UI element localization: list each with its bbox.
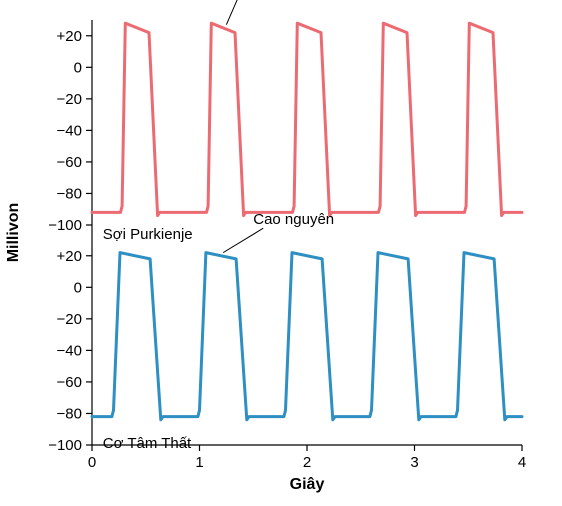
x-tick-label: 0 (88, 454, 96, 471)
y-tick-label: −20 (57, 91, 82, 108)
purkinje-label: Sợi Purkienje (103, 226, 193, 243)
x-tick-label: 4 (518, 454, 526, 471)
chart-svg: +20 0 −20 −40 −60 −80 −100 +20 0 −20 −40 −60 −80 −100… (0, 0, 562, 506)
y-tick-label: −40 (57, 122, 82, 139)
y-tick-label: 0 (74, 59, 82, 76)
y-tick-label: −100 (48, 437, 82, 454)
y-tick-label: −60 (57, 154, 82, 171)
ventricular-plateau-annotation: Cao nguyên (253, 211, 334, 228)
y-tick-label: +20 (57, 28, 82, 45)
y-tick-label: −20 (57, 311, 82, 328)
x-tick-label: 3 (410, 454, 418, 471)
y-tick-label: −40 (57, 342, 82, 359)
y-tick-label: −100 (48, 217, 82, 234)
x-axis-label: Giây (290, 476, 325, 493)
y-axis-label: Millivon (5, 203, 22, 263)
y-tick-label: −80 (57, 185, 82, 202)
y-tick-label: +20 (57, 248, 82, 265)
ventricular-label: Cơ Tâm Thất (103, 435, 192, 452)
y-tick-label: 0 (74, 279, 82, 296)
x-tick-label: 2 (303, 454, 311, 471)
x-tick-label: 1 (195, 454, 203, 471)
y-tick-label: −80 (57, 405, 82, 422)
y-tick-label: −60 (57, 374, 82, 391)
action-potential-chart: +20 0 −20 −40 −60 −80 −100 +20 0 −20 −40 −60 −80 −100… (0, 0, 562, 506)
